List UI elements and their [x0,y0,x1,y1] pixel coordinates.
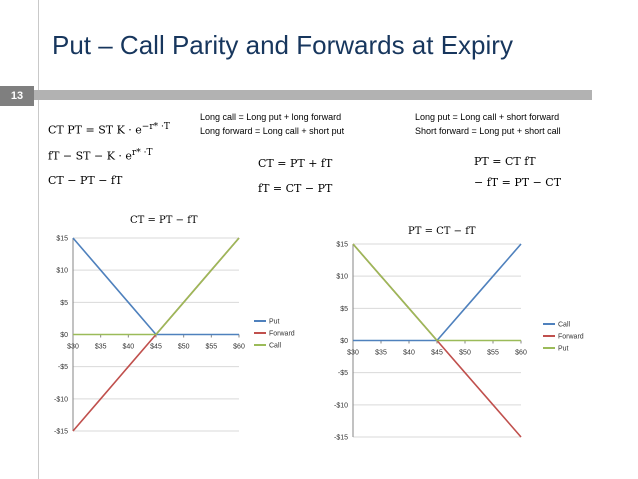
left-rule [38,0,39,479]
equation-1: CT PT = ST K · e−r* ·T [48,122,170,137]
legend-label-forward: Forward [269,331,295,338]
equation-1-main: CT PT = ST K · e [48,123,142,137]
note-long-put: Long put = Long call + short forward [415,112,560,122]
x-tick-label: $30 [347,350,359,357]
y-tick-label: -$5 [338,370,348,377]
y-tick-label: $10 [336,274,348,281]
equation-5: fT = CT − PT [258,182,333,195]
equation-3: CT − PT − fT [48,174,123,187]
notes-left: Long call = Long put + long forward Long… [200,110,344,138]
y-tick-label: $5 [60,300,68,307]
equation-2-exponent: r* ·T [131,148,153,158]
x-tick-label: $40 [122,344,134,351]
y-tick-label: $15 [56,236,68,243]
x-tick-label: $50 [459,350,471,357]
x-tick-label: $45 [150,344,162,351]
x-tick-label: $45 [431,350,443,357]
x-tick-label: $55 [205,344,217,351]
y-tick-label: -$15 [54,429,68,436]
y-tick-label: $5 [340,306,348,313]
x-tick-label: $30 [67,344,79,351]
x-tick-label: $35 [95,344,107,351]
title-underline-bar [32,90,592,100]
y-tick-label: -$5 [58,364,68,371]
series-line-call [353,243,522,342]
chart-call-equals-put-minus-forward: $15 $10 $5 $0 -$5 -$10 -$15 $30 $35 $40 $45 $50 $55 $… [54,236,295,436]
y-tick-label: $0 [60,332,68,339]
y-tick-label: -$15 [334,435,348,442]
chart-put-equals-call-minus-forward: $15 $10 $5 $0 -$5 -$10 -$15 $30 $35 $40 $45 $50 $55 $… [334,242,584,442]
x-tick-label: $50 [178,344,190,351]
chart-2-title: PT = CT − fT [408,226,476,237]
y-tick-label: $10 [56,268,68,275]
equation-6: PT = CT fT [474,155,536,168]
x-tick-label: $40 [403,350,415,357]
series-line-put [352,243,521,342]
series-line-put [72,237,239,336]
equation-2: fT − ST − K · er* ·T [48,148,152,163]
equation-1-exponent: −r* ·T [141,122,170,132]
legend-label-call: Call [558,322,571,329]
chart-1-title: CT = PT − fT [130,215,198,226]
notes-right: Long put = Long call + short forward Sho… [415,110,561,138]
x-tick-label: $60 [515,350,527,357]
x-tick-label: $55 [487,350,499,357]
y-tick-label: $15 [336,242,348,249]
legend-label-put: Put [558,346,569,353]
y-tick-label: -$10 [334,402,348,409]
note-long-forward: Long forward = Long call + short put [200,126,345,136]
slide-number: 13 [0,86,34,106]
y-tick-label: -$10 [54,396,68,403]
equation-4: CT = PT + fT [258,157,333,170]
note-long-call: Long call = Long put + long forward [200,112,342,122]
slide-title: Put – Call Parity and Forwards at Expiry [52,30,513,60]
legend-label-call: Call [269,343,282,350]
legend-label-put: Put [269,319,280,326]
y-tick-label: $0 [340,338,348,345]
legend-label-forward: Forward [558,334,584,341]
note-short-forward: Short forward = Long put + short call [415,126,561,136]
x-tick-label: $35 [375,350,387,357]
series-line-call [73,237,240,336]
x-tick-label: $60 [233,344,245,351]
equation-2-main: fT − ST − K · e [48,149,132,163]
equation-7: − fT = PT − CT [474,176,562,189]
